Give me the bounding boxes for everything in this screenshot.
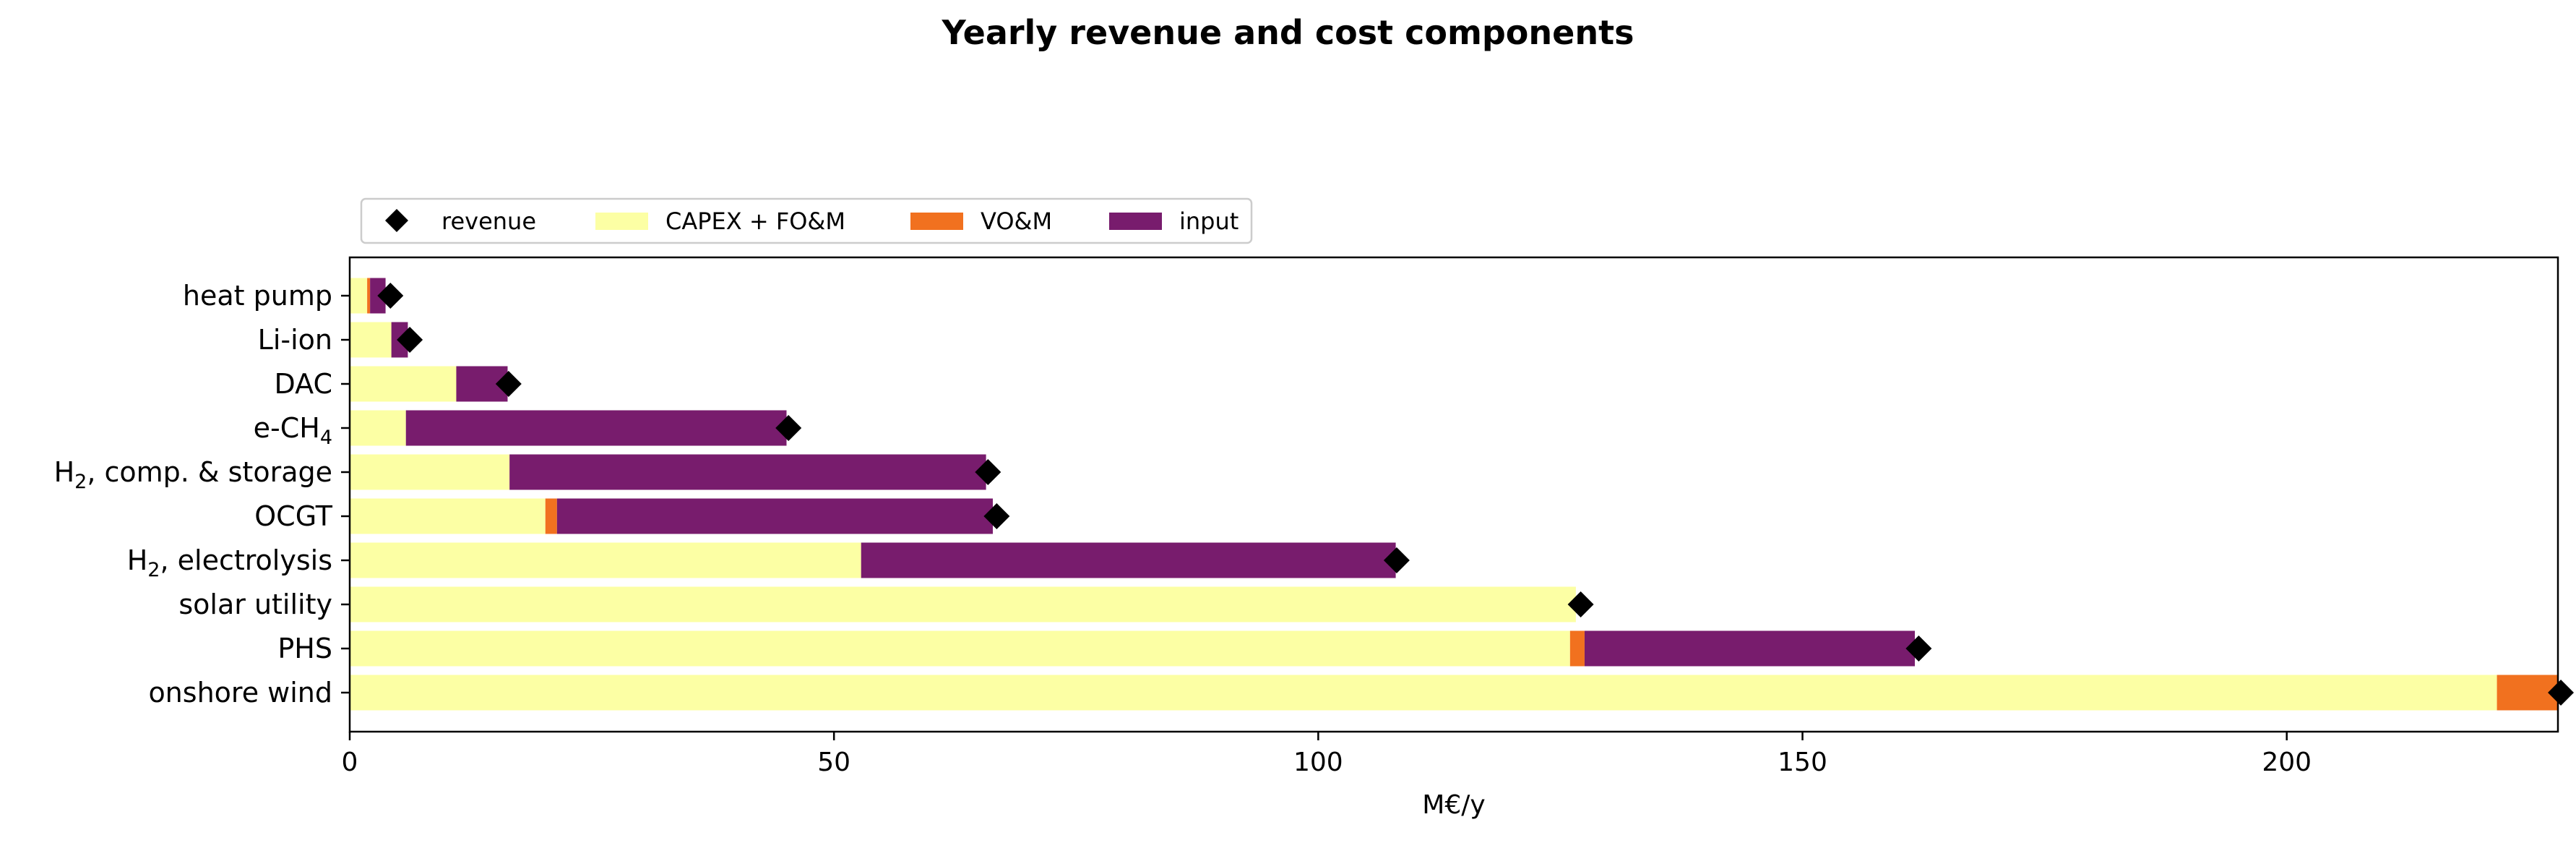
revenue-marker-6: [1383, 547, 1410, 573]
bar-capex-fo-m-9: [350, 675, 2497, 711]
legend-swatch-capex-fo-m: [595, 213, 648, 230]
bar-capex-fo-m-1: [350, 322, 392, 358]
y-tick-label: H2, comp. & storage: [54, 456, 332, 493]
bar-input-8: [1584, 630, 1916, 667]
legend-label-capex-fo-m: CAPEX + FO&M: [665, 207, 845, 235]
bar-capex-fo-m-2: [350, 366, 457, 402]
y-tick-label: e-CH4: [254, 412, 332, 449]
bar-vo-m-5: [545, 498, 557, 534]
y-tick-label: onshore wind: [148, 677, 332, 709]
bar-input-6: [861, 542, 1396, 578]
chart-title: Yearly revenue and cost components: [942, 13, 1634, 52]
bars-layer: [350, 278, 2558, 711]
y-tick-label: H2, electrolysis: [127, 544, 332, 581]
revenue-marker-4: [975, 459, 1001, 485]
bar-input-4: [509, 454, 986, 490]
x-tick-label: 200: [2262, 748, 2312, 777]
x-tick-label: 150: [1778, 748, 1827, 777]
x-tick-label: 0: [342, 748, 358, 777]
bar-capex-fo-m-8: [350, 630, 1570, 667]
bar-vo-m-0: [367, 278, 371, 314]
bar-capex-fo-m-3: [350, 410, 406, 446]
bar-capex-fo-m-5: [350, 498, 546, 534]
bar-input-3: [405, 410, 787, 446]
legend-label-vo-m: VO&M: [981, 207, 1052, 235]
legend: revenue CAPEX + FO&M VO&M input: [360, 197, 1253, 244]
y-axis: heat pump Li-ion DAC e-CH4 H2, comp. & stora…: [54, 280, 350, 709]
bar-vo-m-8: [1569, 630, 1585, 667]
legend-revenue-marker: [385, 209, 408, 232]
revenue-marker-3: [775, 415, 802, 441]
bar-vo-m-9: [2497, 675, 2558, 711]
revenue-marker-0: [377, 283, 404, 309]
revenue-marker-8: [1905, 636, 1932, 662]
y-tick-label: DAC: [275, 368, 332, 400]
revenue-marker-5: [983, 503, 1010, 529]
x-tick-label: 100: [1293, 748, 1343, 777]
legend-label-input: input: [1179, 207, 1239, 235]
bar-capex-fo-m-6: [350, 542, 861, 578]
revenue-marker-9: [2548, 680, 2575, 706]
x-axis-label: M€/y: [1422, 790, 1485, 820]
legend-revenue-label: revenue: [441, 207, 536, 235]
revenue-marker-2: [495, 371, 522, 397]
bar-input-5: [556, 498, 993, 534]
y-tick-label: Li-ion: [258, 324, 332, 356]
revenue-marker-1: [397, 327, 423, 353]
legend-swatch-input: [1109, 213, 1162, 230]
x-tick-label: 50: [817, 748, 850, 777]
revenue-marker-7: [1567, 591, 1594, 617]
y-tick-label: OCGT: [254, 500, 333, 532]
bar-capex-fo-m-0: [350, 278, 368, 314]
revenue-markers-layer: [377, 283, 2575, 706]
x-axis: 0 50 100 150 200: [342, 732, 2312, 777]
bar-capex-fo-m-4: [350, 454, 510, 490]
legend-box: [360, 197, 1253, 244]
y-tick-label: PHS: [277, 633, 332, 664]
bar-capex-fo-m-7: [350, 586, 1576, 622]
axes-frame: [348, 256, 2559, 733]
y-tick-label: solar utility: [178, 589, 332, 620]
y-tick-label: heat pump: [183, 280, 332, 312]
legend-swatch-vo-m: [910, 213, 963, 230]
